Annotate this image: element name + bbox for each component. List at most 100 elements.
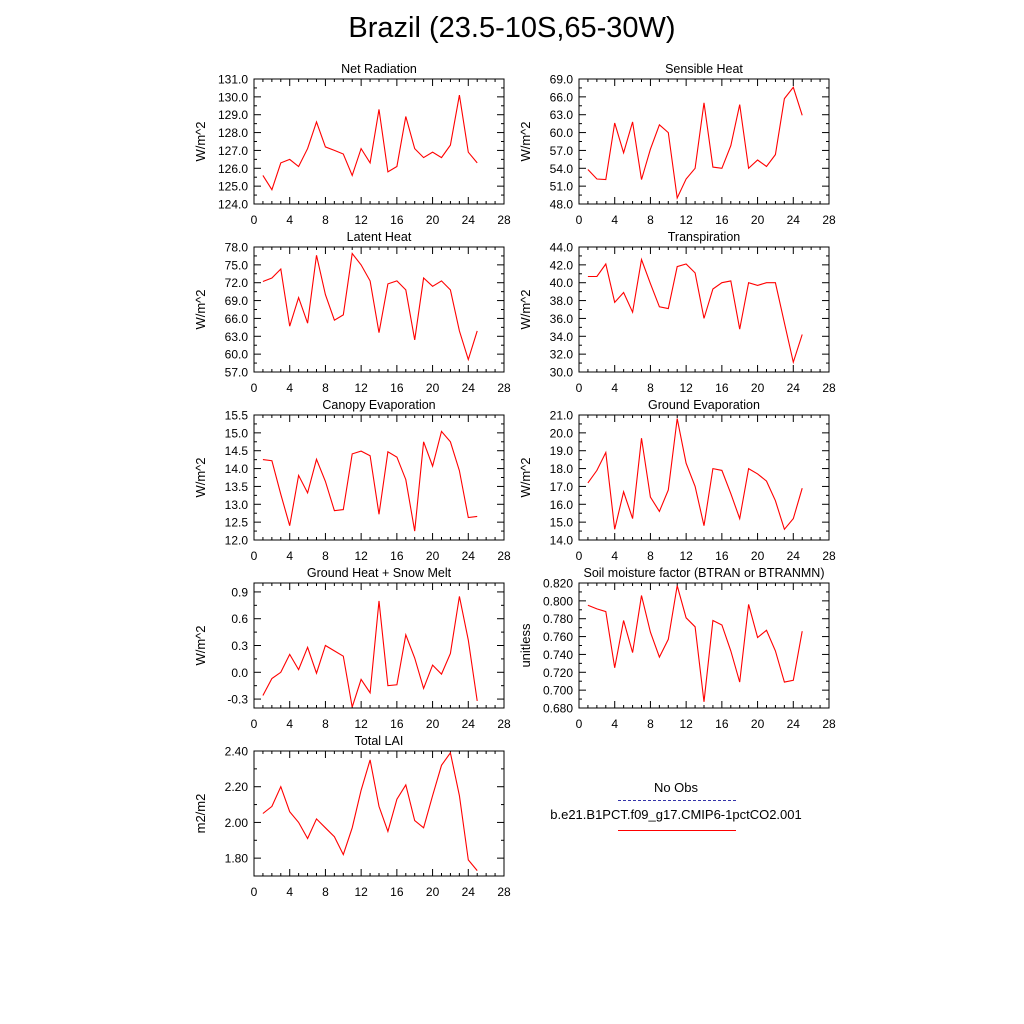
plot-frame (578, 582, 830, 709)
x-tick-label: 24 (462, 381, 476, 395)
legend-model-label: b.e21.B1PCT.f09_g17.CMIP6-1pctCO2.001 (550, 807, 802, 822)
y-axis-label: W/m^2 (193, 289, 208, 329)
y-tick-label: 51.0 (550, 180, 574, 194)
y-tick-label: 0.680 (543, 702, 573, 716)
y-axis-label: W/m^2 (518, 121, 533, 161)
y-tick-label: 60.0 (550, 126, 574, 140)
y-axis-label: W/m^2 (193, 625, 208, 665)
x-tick-label: 28 (822, 717, 836, 731)
x-tick-label: 28 (497, 381, 511, 395)
panel-title: Net Radiation (341, 62, 417, 76)
x-tick-label: 12 (354, 381, 368, 395)
y-tick-label: 0.9 (231, 585, 248, 599)
series-line (587, 86, 803, 200)
x-tick-label: 28 (497, 885, 511, 899)
y-tick-label: 48.0 (550, 198, 574, 212)
y-tick-label: -0.3 (227, 693, 248, 707)
x-tick-label: 20 (426, 885, 440, 899)
series-line (262, 95, 478, 191)
x-tick-label: 16 (390, 549, 404, 563)
x-tick-label: 20 (751, 213, 765, 227)
y-tick-label: 0.760 (543, 630, 573, 644)
x-tick-label: 16 (390, 381, 404, 395)
legend-obs-label: No Obs (653, 780, 699, 795)
x-tick-label: 20 (426, 717, 440, 731)
x-tick-label: 4 (286, 381, 293, 395)
y-tick-label: 44.0 (550, 241, 574, 255)
series-line (262, 430, 478, 532)
y-tick-label: 0.800 (543, 594, 573, 608)
x-tick-label: 0 (251, 717, 258, 731)
y-tick-label: 19.0 (550, 444, 574, 458)
legend-model-line (618, 830, 736, 831)
y-tick-label: 20.0 (550, 426, 574, 440)
x-tick-label: 12 (354, 885, 368, 899)
y-tick-label: 128.0 (218, 126, 248, 140)
y-tick-label: 2.20 (225, 780, 249, 794)
x-tick-label: 20 (426, 381, 440, 395)
x-tick-label: 24 (787, 213, 801, 227)
y-tick-label: 57.0 (225, 366, 249, 380)
y-tick-label: 0.0 (231, 666, 248, 680)
x-tick-label: 20 (751, 381, 765, 395)
y-tick-label: 32.0 (550, 348, 574, 362)
y-tick-label: 15.5 (225, 409, 249, 423)
x-tick-label: 16 (715, 717, 729, 731)
series-line (587, 257, 803, 365)
chart-panel: 0 4 8 12 16 20 24 28 1.80 2.00 2.20 2.40 Total LAI m2… (193, 734, 511, 899)
plot-frame (253, 414, 505, 541)
x-tick-label: 4 (286, 717, 293, 731)
x-tick-label: 0 (251, 213, 258, 227)
y-tick-label: 66.0 (550, 90, 574, 104)
panel-title: Canopy Evaporation (322, 398, 435, 412)
panel-title: Ground Evaporation (648, 398, 760, 412)
x-tick-label: 28 (497, 213, 511, 227)
x-tick-label: 28 (497, 549, 511, 563)
x-tick-label: 4 (611, 549, 618, 563)
y-tick-label: 1.80 (225, 852, 249, 866)
x-tick-label: 24 (787, 549, 801, 563)
x-tick-label: 28 (822, 381, 836, 395)
y-axis-label: W/m^2 (518, 289, 533, 329)
x-tick-label: 16 (715, 549, 729, 563)
y-tick-label: 130.0 (218, 90, 248, 104)
x-tick-label: 24 (462, 549, 476, 563)
x-tick-label: 28 (822, 213, 836, 227)
page-title: Brazil (23.5-10S,65-30W) (348, 12, 676, 44)
y-tick-label: 14.5 (225, 444, 249, 458)
x-tick-label: 4 (286, 885, 293, 899)
x-tick-label: 12 (354, 213, 368, 227)
panel-title: Sensible Heat (665, 62, 743, 76)
y-tick-label: 40.0 (550, 276, 574, 290)
panel-title: Ground Heat + Snow Melt (307, 566, 452, 580)
y-tick-label: 36.0 (550, 312, 574, 326)
x-tick-label: 0 (576, 549, 583, 563)
y-tick-label: 15.0 (550, 516, 574, 530)
y-tick-label: 12.0 (225, 534, 249, 548)
panel-title: Transpiration (668, 230, 741, 244)
plot-frame (578, 78, 830, 205)
x-tick-label: 24 (462, 885, 476, 899)
x-tick-label: 20 (426, 213, 440, 227)
x-tick-label: 12 (679, 717, 693, 731)
y-tick-label: 129.0 (218, 108, 248, 122)
x-tick-label: 4 (286, 549, 293, 563)
x-tick-label: 0 (576, 213, 583, 227)
x-tick-label: 16 (390, 213, 404, 227)
x-tick-label: 16 (390, 717, 404, 731)
x-tick-label: 8 (322, 381, 329, 395)
x-tick-label: 0 (251, 381, 258, 395)
x-tick-label: 4 (611, 213, 618, 227)
x-tick-label: 0 (576, 717, 583, 731)
y-tick-label: 34.0 (550, 330, 574, 344)
x-tick-label: 4 (286, 213, 293, 227)
x-tick-label: 4 (611, 381, 618, 395)
y-tick-label: 15.0 (225, 426, 249, 440)
x-tick-label: 8 (322, 717, 329, 731)
y-tick-label: 57.0 (550, 144, 574, 158)
y-axis-label: unitless (518, 623, 533, 668)
chart-panel: 0 4 8 12 16 20 24 28 -0.3 0.0 0.3 0.6 0.9 Ground Heat… (193, 566, 511, 731)
y-tick-label: 13.0 (225, 498, 249, 512)
y-tick-label: 0.780 (543, 612, 573, 626)
x-tick-label: 8 (647, 213, 654, 227)
